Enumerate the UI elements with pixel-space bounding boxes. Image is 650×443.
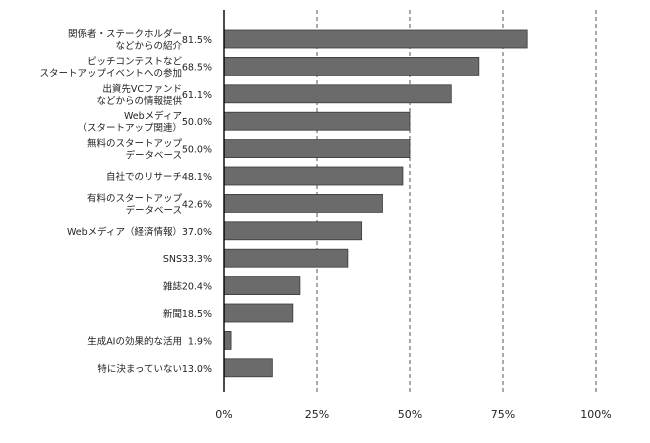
category-label: データベース [125, 150, 182, 162]
bar [223, 221, 363, 241]
category-label: 出資先VCファンド [102, 83, 182, 95]
category-label: ピッチコンテストなど [87, 56, 183, 67]
category-label: Webメディア（経済情報） [67, 226, 182, 238]
category-label: 自社でのリサーチ [106, 171, 182, 183]
bar [223, 29, 528, 49]
x-tick-label: 0% [215, 408, 232, 421]
bar [223, 276, 301, 296]
category-label: SNS [163, 254, 182, 265]
bar [223, 248, 349, 268]
value-label: 81.5% [182, 35, 212, 46]
bar [223, 358, 273, 378]
category-label: などからの情報提供 [96, 95, 182, 107]
bar [223, 330, 232, 350]
category-label: 関係者・ステークホルダー [68, 28, 182, 40]
category-label: 有料のスタートアップ [87, 192, 183, 204]
bar [223, 193, 383, 213]
value-labels: 81.5% 68.5% 61.1% 50.0% 50.0% 48.1% 42.6% 37.0%… [182, 35, 212, 375]
value-label: 50.0% [182, 117, 212, 128]
category-label: 特に決まっていない [97, 363, 182, 375]
value-label: 1.9% [188, 336, 212, 347]
value-label: 50.0% [182, 145, 212, 156]
x-tick-label: 50% [398, 408, 422, 421]
value-label: 13.0% [182, 364, 212, 375]
category-label: 雑誌 [163, 281, 183, 293]
value-label: 48.1% [182, 172, 212, 183]
bar [223, 57, 480, 76]
category-label: Webメディア [124, 110, 182, 122]
category-label: （スタートアップ関連） [77, 122, 182, 134]
category-labels: 関係者・ステークホルダーなどからの紹介ピッチコンテストなどスタートアップイベント… [39, 28, 182, 375]
category-label: データベース [125, 204, 182, 216]
category-label: 新聞 [163, 308, 182, 320]
bar [223, 303, 294, 323]
category-label: スタートアップイベントへの参加 [39, 67, 182, 79]
bar [223, 139, 411, 159]
bar [223, 84, 452, 104]
bar [223, 166, 404, 186]
value-label: 20.4% [182, 282, 212, 293]
category-label: 無料のスタートアップ [87, 138, 183, 150]
value-label: 61.1% [182, 90, 212, 101]
bars [223, 29, 528, 378]
value-label: 68.5% [182, 62, 212, 73]
value-label: 42.6% [182, 199, 212, 210]
category-label: などからの紹介 [115, 40, 182, 52]
x-tick-label: 75% [491, 408, 515, 421]
value-label: 18.5% [182, 309, 212, 320]
x-tick-label: 100% [580, 408, 611, 421]
category-label: 生成AIの効果的な活用 [87, 335, 182, 347]
value-label: 33.3% [182, 254, 212, 265]
x-tick-label: 25% [305, 408, 329, 421]
value-label: 37.0% [182, 227, 212, 238]
bar [223, 111, 411, 131]
axes: 0% 25% 50% 75% 100% [215, 10, 612, 421]
